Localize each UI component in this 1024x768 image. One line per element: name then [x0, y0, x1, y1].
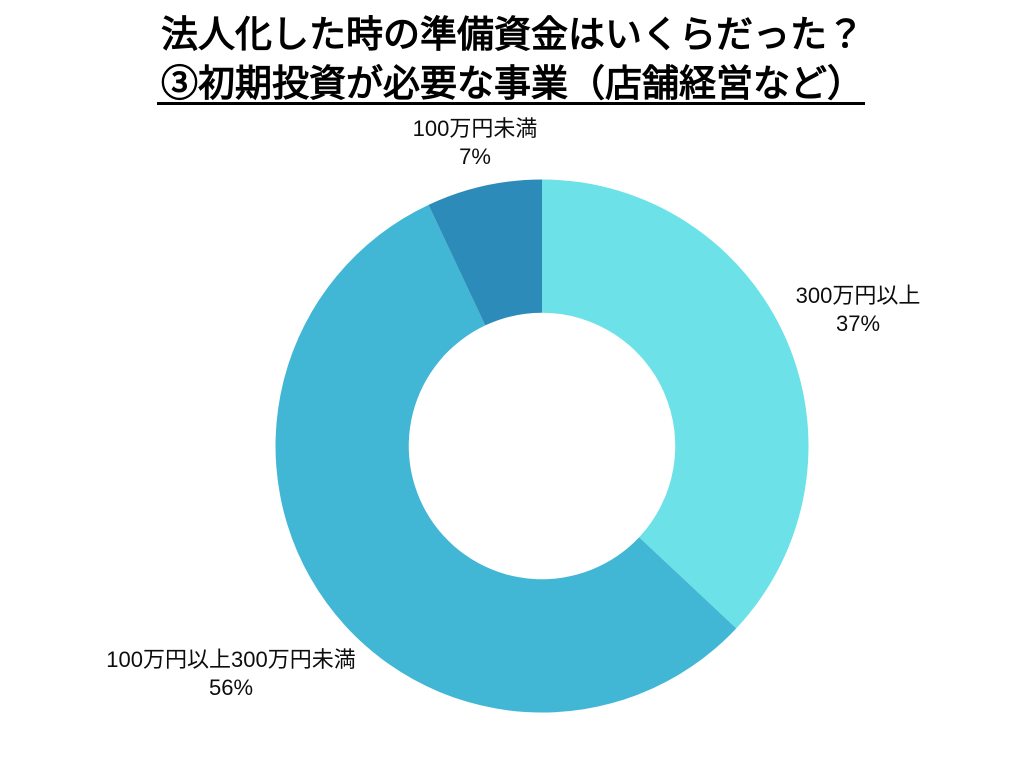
segment-label-1m-to-3m: 100万円以上300万円未満 56% [106, 646, 355, 702]
segment-label-over-3m-name: 300万円以上 [795, 283, 921, 308]
segment-label-1m-to-3m-percent: 56% [208, 675, 254, 700]
chart-title-line2: ③初期投資が必要な事業（店舗経営など） [161, 63, 864, 104]
pie-slice-2 [428, 179, 542, 326]
segment-label-over-3m: 300万円以上 37% [796, 282, 921, 338]
segment-label-under-1m-name: 100万円未満 [412, 116, 538, 141]
title-underline [157, 102, 865, 105]
pie-slice-1 [275, 204, 737, 713]
segment-label-under-1m: 100万円未満 7% [413, 115, 538, 171]
segment-label-over-3m-percent: 37% [835, 311, 881, 336]
segment-label-under-1m-percent: 7% [459, 144, 491, 169]
segment-label-1m-to-3m-name: 100万円以上300万円未満 [106, 647, 356, 672]
pie-slice-0 [542, 179, 809, 629]
chart-title: 法人化した時の準備資金はいくらだった？ ③初期投資が必要な事業（店舗経営など） [161, 10, 864, 108]
chart-title-line1: 法人化した時の準備資金はいくらだった？ [161, 14, 864, 55]
